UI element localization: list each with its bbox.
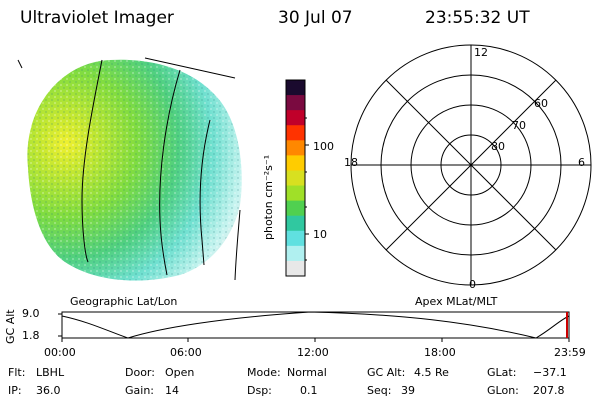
ip-label: IP: [8, 384, 22, 397]
colorbar-band [286, 170, 305, 187]
mlt-label-0: 0 [469, 278, 476, 291]
mlt-label-12: 12 [474, 46, 488, 59]
glon-value: 207.8 [533, 384, 565, 397]
dsp-label: Dsp: [247, 384, 272, 397]
glat-value: −37.1 [533, 366, 567, 379]
timeline-x-tick: 18:00 [424, 346, 456, 359]
colorbar-band [286, 245, 305, 262]
gain-value: 14 [165, 384, 179, 397]
colorbar-band [286, 260, 305, 277]
colorbar-band [286, 110, 305, 126]
seq-value: 39 [401, 384, 415, 397]
polar-grid [350, 44, 592, 286]
image-time: 23:55:32 UT [425, 8, 530, 28]
mode-value: Normal [287, 366, 327, 379]
colorbar-unit-label: photon cm⁻²s⁻¹ [262, 154, 275, 240]
colorbar-band [286, 185, 305, 202]
colorbar-tick-100: 100 [313, 140, 334, 153]
gain-label: Gain: [125, 384, 154, 397]
meridian-line [159, 69, 181, 276]
colorbar-band [286, 230, 305, 247]
meridian-line [81, 59, 103, 263]
geographic-label: Geographic Lat/Lon [70, 295, 178, 308]
timeline-axis-label: GC Alt [4, 309, 17, 344]
door-value: Open [165, 366, 195, 379]
timeline-x-tick: 00:00 [44, 346, 76, 359]
colorbar-band [286, 95, 305, 111]
altitude-timeline [58, 311, 570, 342]
flt-value: LBHL [36, 366, 65, 379]
gcalt-value: 4.5 Re [414, 366, 449, 379]
colorbar-tick-10: 10 [313, 228, 327, 241]
glon-label: GLon: [487, 384, 519, 397]
colorbar [286, 80, 305, 277]
flt-label: Flt: [8, 366, 26, 379]
timeline-x-tick: 12:00 [297, 346, 329, 359]
gcalt-label: GC Alt: [367, 366, 406, 379]
colorbar-band [286, 140, 305, 156]
colorbar-band [286, 80, 305, 96]
grid-tick [17, 59, 23, 69]
dsp-value: 0.1 [300, 384, 318, 397]
timeline-x-tick: 06:00 [170, 346, 202, 359]
colorbar-band [286, 155, 305, 171]
mode-label: Mode: [247, 366, 281, 379]
meridian-line [199, 119, 211, 266]
mlat-label-70: 70 [512, 119, 526, 132]
ip-value: 36.0 [36, 384, 61, 397]
mlt-label-18: 18 [344, 156, 358, 169]
timeline-y-tick-min: 1.8 [22, 329, 40, 342]
latitude-line [144, 57, 236, 79]
glat-label: GLat: [487, 366, 517, 379]
colorbar-band [286, 200, 305, 217]
mlat-label-60: 60 [534, 97, 548, 110]
earth-image [27, 59, 242, 281]
geographic-grid [17, 57, 241, 281]
seq-label: Seq: [367, 384, 392, 397]
timeline-y-tick-max: 9.0 [22, 307, 40, 320]
colorbar-band [286, 215, 305, 232]
instrument-title: Ultraviolet Imager [20, 8, 174, 28]
apex-label: Apex MLat/MLT [415, 295, 498, 308]
timeline-x-tick: 23:59 [554, 346, 586, 359]
colorbar-band [286, 125, 305, 141]
mlt-label-6: 6 [578, 156, 585, 169]
image-date: 30 Jul 07 [278, 8, 353, 28]
door-label: Door: [125, 366, 155, 379]
meridian-line [234, 209, 241, 281]
mlat-label-80: 80 [491, 140, 505, 153]
